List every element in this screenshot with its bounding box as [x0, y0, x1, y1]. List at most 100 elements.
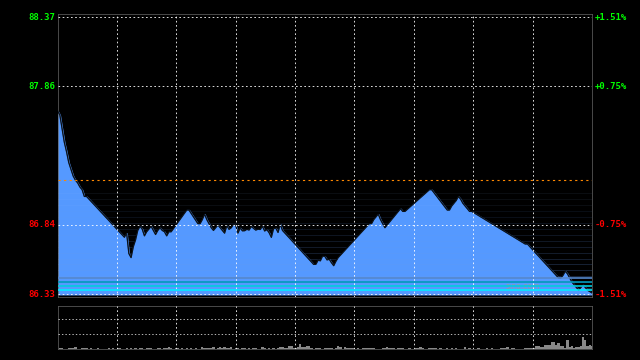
Bar: [70, 348, 72, 349]
Bar: [297, 347, 299, 349]
Bar: [92, 348, 94, 349]
Bar: [586, 346, 589, 349]
Bar: [101, 348, 103, 349]
Bar: [330, 348, 333, 349]
Bar: [372, 348, 375, 349]
Bar: [524, 348, 526, 349]
Bar: [500, 348, 502, 349]
Bar: [461, 348, 464, 349]
Bar: [217, 348, 219, 349]
Bar: [337, 346, 339, 349]
Bar: [504, 348, 506, 349]
Bar: [282, 347, 284, 349]
Bar: [295, 348, 297, 349]
Bar: [410, 348, 413, 349]
Bar: [195, 347, 196, 349]
Bar: [342, 348, 344, 349]
Bar: [324, 348, 326, 349]
Bar: [286, 348, 288, 349]
Bar: [557, 343, 560, 349]
Bar: [308, 346, 310, 349]
Bar: [506, 347, 509, 349]
Bar: [110, 348, 112, 349]
Bar: [477, 348, 479, 349]
Bar: [455, 348, 458, 349]
Bar: [159, 348, 161, 349]
Bar: [90, 348, 92, 349]
Bar: [531, 348, 533, 349]
Bar: [208, 348, 210, 349]
Bar: [116, 348, 119, 349]
Bar: [179, 348, 181, 349]
Bar: [424, 348, 426, 349]
Bar: [199, 348, 201, 349]
Bar: [326, 348, 328, 349]
Bar: [230, 347, 232, 349]
Bar: [542, 347, 544, 349]
Bar: [315, 347, 317, 349]
Bar: [83, 348, 85, 349]
Bar: [344, 347, 346, 349]
Bar: [77, 348, 79, 349]
Bar: [270, 348, 273, 349]
Bar: [163, 348, 166, 349]
Bar: [72, 347, 74, 349]
Bar: [535, 346, 538, 349]
Bar: [241, 348, 244, 349]
Bar: [139, 348, 141, 349]
Bar: [393, 348, 395, 349]
Bar: [273, 348, 275, 349]
Bar: [571, 346, 573, 349]
Bar: [464, 347, 466, 349]
Bar: [204, 348, 205, 349]
Bar: [223, 347, 226, 349]
Bar: [112, 348, 115, 349]
Bar: [291, 346, 292, 349]
Bar: [468, 348, 470, 349]
Bar: [205, 348, 208, 349]
Bar: [346, 348, 348, 349]
Bar: [362, 348, 364, 349]
Text: 87.86: 87.86: [28, 82, 55, 91]
Bar: [188, 348, 190, 349]
Bar: [335, 348, 337, 349]
Bar: [212, 347, 214, 349]
Bar: [433, 348, 435, 349]
Bar: [493, 348, 495, 349]
Bar: [161, 348, 163, 349]
Bar: [513, 348, 515, 349]
Bar: [502, 348, 504, 349]
Text: 86.84: 86.84: [28, 220, 55, 229]
Bar: [79, 348, 81, 349]
Bar: [402, 348, 404, 349]
Bar: [511, 348, 513, 349]
Bar: [548, 345, 551, 349]
Bar: [556, 346, 557, 349]
Bar: [526, 348, 529, 349]
Bar: [259, 348, 261, 349]
Bar: [255, 348, 257, 349]
Bar: [399, 348, 402, 349]
Bar: [292, 348, 295, 349]
Bar: [288, 346, 291, 349]
Bar: [473, 348, 475, 349]
Bar: [515, 348, 517, 349]
Bar: [451, 348, 453, 349]
Bar: [299, 344, 301, 349]
Bar: [371, 348, 372, 349]
Bar: [366, 348, 368, 349]
Bar: [538, 346, 540, 349]
Bar: [119, 347, 121, 349]
Bar: [108, 348, 110, 349]
Bar: [177, 348, 179, 349]
Bar: [268, 348, 270, 349]
Bar: [319, 348, 321, 349]
Bar: [190, 348, 192, 349]
Bar: [210, 348, 212, 349]
Bar: [328, 348, 330, 349]
Bar: [61, 348, 63, 349]
Bar: [145, 348, 148, 349]
Bar: [419, 347, 422, 349]
Bar: [495, 348, 497, 349]
Bar: [235, 348, 237, 349]
